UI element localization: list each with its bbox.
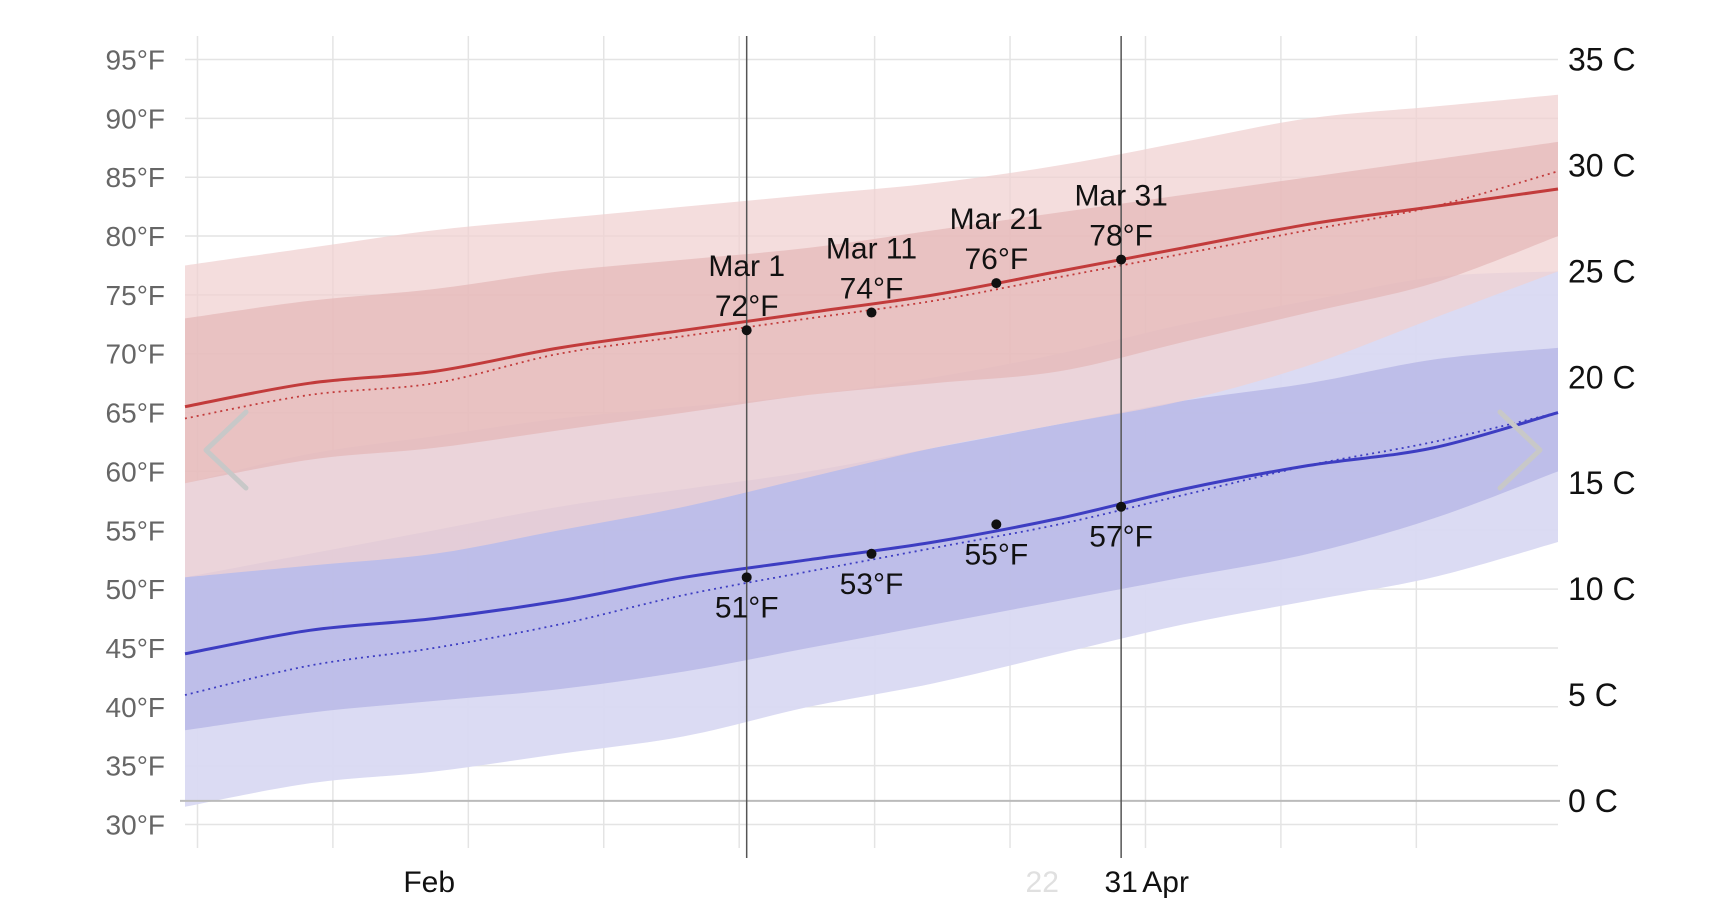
y-left-tick-label: 45°F bbox=[106, 633, 165, 664]
next-button[interactable] bbox=[1480, 400, 1550, 500]
y-right-tick-label: 35 C bbox=[1568, 42, 1636, 78]
annotation-point bbox=[866, 548, 877, 559]
y-left-tick-label: 90°F bbox=[106, 103, 165, 134]
y-right-tick-label: 25 C bbox=[1568, 253, 1636, 289]
annotation-point bbox=[1116, 501, 1127, 512]
x-tick-label: Feb bbox=[403, 866, 455, 899]
annotation-date-label: Mar 31 bbox=[1074, 180, 1167, 213]
annotation-value-label: 51°F bbox=[715, 591, 779, 624]
annotation-point bbox=[866, 307, 877, 318]
y-left-tick-label: 30°F bbox=[106, 809, 165, 840]
prev-button[interactable] bbox=[190, 400, 260, 500]
annotations: Mar 1 72°F Mar 11 74°F Mar 21 76°F Mar 31 78°F 5… bbox=[708, 180, 1167, 625]
y-left-tick-label: 75°F bbox=[106, 280, 165, 311]
annotation-value-label: 76°F bbox=[964, 243, 1028, 276]
y-right-tick-label: 20 C bbox=[1568, 359, 1636, 395]
temperature-bands bbox=[185, 94, 1558, 807]
y-left-tick-label: 35°F bbox=[106, 751, 165, 782]
y-left-tick-label: 85°F bbox=[106, 162, 165, 193]
y-right-tick-label: 5 C bbox=[1568, 677, 1618, 713]
y-right-tick-label: 15 C bbox=[1568, 465, 1636, 501]
annotation-date-label: Mar 11 bbox=[826, 233, 917, 266]
y-left-tick-label: 65°F bbox=[106, 398, 165, 429]
annotation-value-label: 74°F bbox=[840, 273, 904, 306]
y-right-tick-label: 0 C bbox=[1568, 783, 1618, 819]
x-tick-label-faint: 22 bbox=[1026, 866, 1059, 899]
axes: 95°F 90°F 85°F 80°F 75°F 70°F 65°F 60°F 55°F 50°F… bbox=[106, 36, 1636, 899]
low-normal-line bbox=[184, 411, 1559, 696]
annotation-point bbox=[741, 572, 752, 583]
annotation-value-label: 55°F bbox=[964, 538, 1028, 571]
annotation-date-label: Mar 21 bbox=[950, 203, 1043, 236]
y-right-tick-label: 10 C bbox=[1568, 571, 1636, 607]
y-left-tick-label: 55°F bbox=[106, 515, 165, 546]
y-left-tick-label: 60°F bbox=[106, 456, 165, 487]
y-left-tick-label: 50°F bbox=[106, 574, 165, 605]
chevron-right-icon bbox=[1497, 409, 1543, 491]
annotation-point bbox=[1116, 254, 1127, 265]
annotation-point bbox=[991, 519, 1002, 530]
annotation-value-label: 53°F bbox=[840, 568, 904, 601]
y-left-tick-label: 95°F bbox=[106, 45, 165, 76]
low-inner-band bbox=[185, 347, 1558, 731]
y-right-tick-label: 30 C bbox=[1568, 147, 1636, 183]
annotation-date-label: Mar 1 bbox=[708, 250, 785, 283]
y-left-tick-label: 40°F bbox=[106, 692, 165, 723]
y-left-tick-label: 80°F bbox=[106, 221, 165, 252]
high-mean-line bbox=[184, 187, 1559, 409]
chevron-left-icon bbox=[203, 409, 249, 491]
annotation-point bbox=[991, 278, 1002, 289]
annotation-point bbox=[741, 325, 752, 336]
annotation-value-label: 78°F bbox=[1089, 220, 1153, 253]
annotation-value-label: 57°F bbox=[1089, 521, 1153, 554]
x-tick-label: 31 bbox=[1104, 866, 1137, 899]
y-left-tick-label: 70°F bbox=[106, 339, 165, 370]
navigation bbox=[190, 400, 1550, 500]
annotation-value-label: 72°F bbox=[715, 290, 779, 323]
x-tick-label: Apr bbox=[1142, 866, 1189, 899]
